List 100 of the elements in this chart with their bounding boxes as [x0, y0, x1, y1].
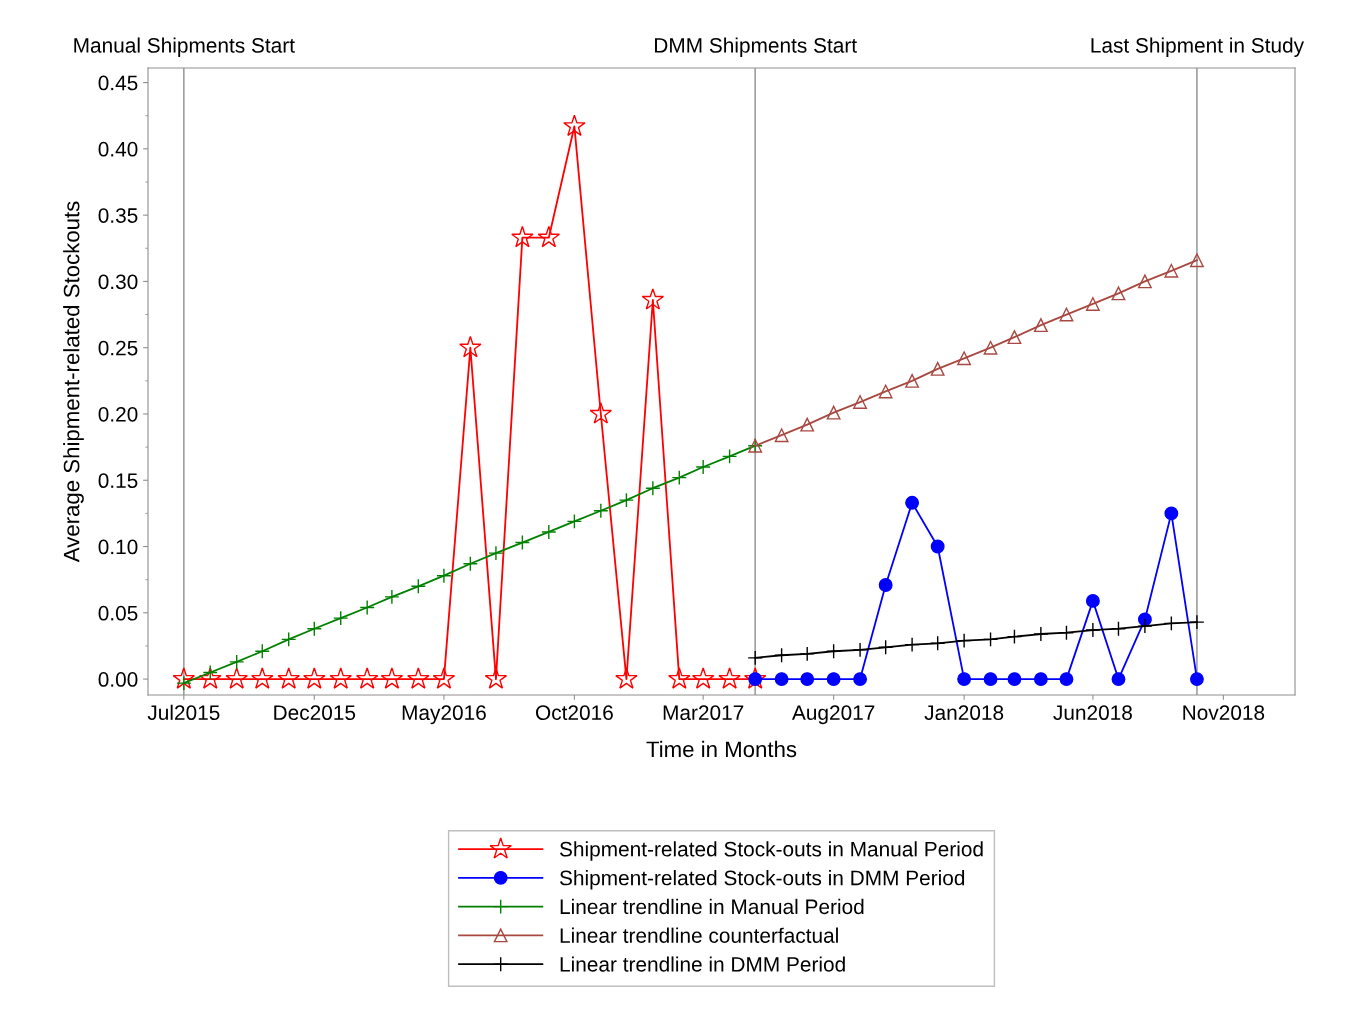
point: [563, 114, 586, 137]
point: [743, 667, 767, 689]
point: [747, 650, 763, 666]
ref-line-label: DMM Shipments Start: [655, 37, 857, 57]
y-tick-label: 0.00: [98, 672, 138, 687]
y-tick-label: 0.45: [98, 75, 138, 91]
point: [957, 672, 972, 687]
point: [641, 288, 665, 310]
point: [432, 667, 456, 689]
point: [721, 448, 738, 465]
point: [852, 642, 868, 658]
point: [277, 667, 300, 689]
point: [718, 667, 741, 689]
y-tick-label: 0.05: [98, 605, 138, 621]
x-tick-label: Mar2017: [663, 705, 744, 721]
point: [1006, 629, 1023, 645]
point: [1085, 593, 1100, 608]
point: [983, 672, 998, 687]
point: [254, 643, 270, 659]
x-tick-label: Jan2018: [924, 705, 1004, 721]
x-tick-label: May2016: [402, 705, 486, 725]
point: [537, 225, 561, 248]
point: [878, 639, 894, 655]
point: [1059, 307, 1074, 322]
point: [514, 534, 531, 551]
point: [251, 667, 274, 689]
point: [1164, 506, 1179, 521]
point: [695, 459, 711, 475]
x-tick-label: Dec2015: [274, 705, 356, 721]
point: [800, 417, 815, 432]
legend-label: Shipment-related Stock-outs in DMM Period: [559, 870, 965, 890]
legend-label: Linear trendline counterfactual: [560, 927, 838, 943]
point: [774, 672, 789, 687]
x-tick-label: Aug2017: [791, 705, 875, 725]
point: [1033, 318, 1048, 333]
point: [645, 480, 661, 496]
point: [826, 405, 841, 420]
point: [329, 667, 352, 689]
x-tick-label: Nov2018: [1183, 705, 1265, 721]
point: [800, 672, 815, 687]
y-axis-title: Average Shipment-related Stockouts: [63, 201, 84, 563]
point: [878, 578, 893, 592]
x-tick-label: Jul2015: [147, 704, 220, 721]
point: [1137, 274, 1152, 289]
point: [488, 545, 504, 561]
point: [459, 335, 482, 358]
point: [853, 672, 868, 687]
point: [359, 599, 375, 616]
point: [1111, 672, 1126, 687]
point: [930, 539, 945, 554]
point: [1189, 672, 1204, 687]
point: [1085, 622, 1101, 638]
point: [1033, 672, 1048, 687]
point: [1007, 330, 1022, 345]
point: [691, 667, 715, 689]
point: [281, 631, 297, 647]
point: [1164, 263, 1179, 278]
point: [511, 225, 534, 248]
point: [671, 469, 687, 486]
point: [1137, 618, 1153, 634]
point: [303, 667, 326, 689]
point: [172, 667, 196, 689]
point: [589, 402, 613, 424]
point: [1163, 615, 1179, 632]
point: [930, 635, 946, 651]
point: [905, 495, 920, 510]
point: [982, 631, 999, 647]
y-tick-label: 0.25: [98, 340, 138, 356]
y-tick-label: 0.10: [98, 539, 138, 555]
point: [799, 646, 815, 662]
point: [826, 672, 841, 687]
x-tick-label: Oct2016: [536, 705, 613, 721]
point: [826, 643, 842, 659]
point: [225, 667, 248, 689]
point: [930, 361, 945, 376]
point: [1189, 614, 1205, 630]
point: [593, 503, 609, 519]
point: [1110, 621, 1127, 637]
point: [407, 667, 430, 689]
point: [1007, 672, 1022, 687]
point: [1111, 286, 1126, 301]
y-tick-label: 0.35: [98, 208, 138, 223]
point: [615, 667, 638, 689]
point: [229, 654, 245, 670]
legend-label: Linear trendline in DMM Period: [560, 956, 845, 972]
point: [541, 524, 557, 540]
y-tick-label: 0.30: [98, 274, 138, 290]
point: [773, 647, 790, 663]
point: [566, 513, 583, 529]
point: [380, 667, 404, 689]
point: [1059, 672, 1074, 687]
point: [1058, 625, 1075, 641]
legend-label: Shipment-related Stock-outs in Manual Period: [559, 841, 983, 861]
point: [957, 351, 972, 366]
point: [355, 667, 379, 689]
point: [462, 556, 478, 572]
point: [904, 636, 920, 653]
point: [774, 428, 789, 443]
point: [956, 633, 972, 649]
y-tick-label: 0.20: [98, 406, 138, 422]
